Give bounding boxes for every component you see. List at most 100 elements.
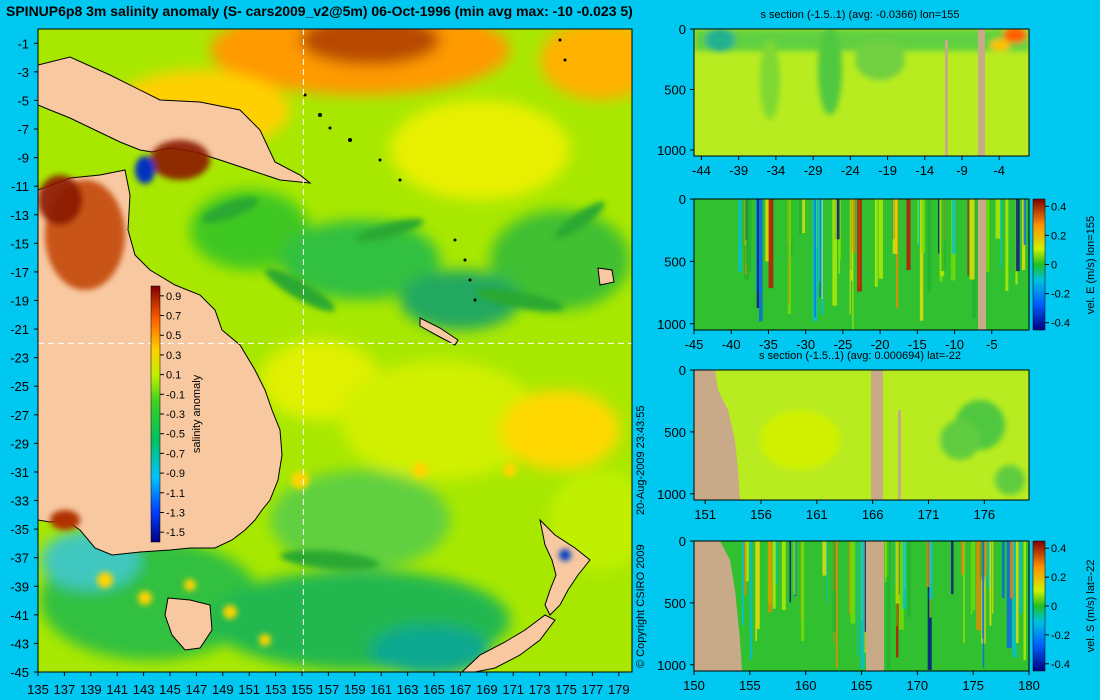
- section-x-tick-label: -10: [945, 337, 964, 352]
- section-x-tick-label: -29: [804, 163, 823, 178]
- map-y-tick-label: -5: [17, 93, 29, 108]
- map-y-tick-label: -25: [10, 379, 29, 394]
- velocity-streak: [741, 541, 745, 625]
- panel2-colorbar-label: vel. E (m/s) lon=155: [1085, 216, 1097, 314]
- salinity-colorbar-tick-label: 0.5: [166, 330, 181, 342]
- velocity-streak: [801, 541, 805, 641]
- tasmania: [164, 597, 213, 651]
- section-y-tick-label: 1000: [657, 487, 686, 502]
- velocity-streak: [941, 199, 946, 272]
- velocity-streak: [744, 199, 746, 246]
- velocity-streak: [1012, 541, 1017, 658]
- panel2-colorbar-ticks: 0.4 0.2 0 -0.2 -0.4: [1045, 201, 1070, 330]
- velocity-streak: [886, 541, 891, 670]
- section-x-tick-label: 166: [862, 507, 884, 522]
- green-filaments: [201, 197, 605, 570]
- velocity-streak: [967, 199, 969, 276]
- map-x-tick-label: 163: [397, 682, 419, 697]
- velocity-streak: [849, 199, 851, 315]
- velocity-streak: [926, 541, 932, 587]
- eddy-features: [97, 462, 517, 646]
- salinity-colorbar-tick-label: 0.7: [166, 311, 181, 323]
- section-y-tick-label: 1000: [657, 143, 686, 158]
- velocity-streak: [850, 541, 856, 624]
- velocity-colorbar-tick-label: -0.4: [1051, 318, 1070, 330]
- map-y-tick-label: -29: [10, 436, 29, 451]
- panel2-colorbar: [1032, 198, 1046, 331]
- velocity-streak: [929, 541, 933, 600]
- velocity-streak: [756, 541, 760, 630]
- velocity-streak: [802, 199, 806, 234]
- velocity-streak: [756, 199, 760, 309]
- velocity-streak: [895, 541, 900, 604]
- velocity-streak: [1010, 541, 1014, 599]
- salinity-colorbar-tick-label: -0.7: [166, 448, 185, 460]
- map-y-tick-label: -9: [17, 151, 29, 166]
- velocity-streak: [835, 541, 838, 668]
- velocity-streak: [787, 199, 792, 314]
- salinity-colorbar-tick-label: -0.3: [166, 409, 185, 421]
- section-x-tick-label: -34: [766, 163, 785, 178]
- velocity-streak: [744, 541, 749, 582]
- panel2-frame: [693, 198, 1030, 331]
- velocity-streak: [970, 541, 973, 615]
- map-x-tick-label: 145: [159, 682, 181, 697]
- panel1-frame: [693, 28, 1030, 157]
- velocity-streak: [917, 199, 920, 244]
- section-y-tick-label: 500: [664, 425, 686, 440]
- velocity-streak: [1023, 541, 1027, 661]
- velocity-streak: [972, 541, 976, 611]
- section-x-tick-label: -14: [915, 163, 934, 178]
- panel3-title: s section (-1.5..1) (avg: 0.000694) lat=…: [759, 350, 961, 362]
- section-x-tick-label: -35: [759, 337, 778, 352]
- velocity-streak: [852, 199, 854, 330]
- velocity-streak: [1001, 541, 1005, 599]
- velocity-colorbar-tick-label: 0.4: [1051, 201, 1066, 213]
- salinity-colorbar-tick-label: -1.1: [166, 488, 185, 500]
- section-x-tick-label: -40: [722, 337, 741, 352]
- map-y-axis: -1 -3 -5 -7 -9 -11 -13 -15 -17 -19 -21 -23 -25 -27 -29…: [10, 36, 38, 680]
- copyright: © Copyright CSIRO 2009: [635, 544, 647, 668]
- map-panel: [38, 29, 632, 672]
- velocity-streak: [989, 541, 992, 626]
- map-x-axis: 135 137 139 141 143 145 147 149 151 153 155 157 159 1…: [27, 672, 630, 697]
- map-x-tick-label: 167: [450, 682, 472, 697]
- section-x-tick-label: 155: [739, 678, 761, 693]
- map-x-tick-label: 165: [423, 682, 445, 697]
- velocity-streak: [772, 541, 776, 609]
- velocity-streak: [834, 199, 840, 240]
- section-x-tick-label: -9: [956, 163, 968, 178]
- section-y-tick-label: 500: [664, 254, 686, 269]
- panel2-y-axis: 0 500 1000: [657, 192, 694, 332]
- velocity-colorbar-tick-label: 0: [1051, 260, 1057, 272]
- land-hot-spots: [38, 140, 571, 561]
- salinity-colorbar-tick-label: -1.3: [166, 507, 185, 519]
- velocity-streak: [798, 199, 802, 235]
- velocity-streak: [749, 541, 753, 660]
- panel1-title: s section (-1.5..1) (avg: -0.0366) lon=1…: [760, 9, 959, 21]
- map-x-tick-label: 157: [318, 682, 340, 697]
- panel4-velocity-streaks: [741, 541, 1027, 670]
- velocity-colorbar-tick-label: 0.4: [1051, 543, 1066, 555]
- section-x-tick-label: -44: [692, 163, 711, 178]
- panel4-x-axis: 150 155 160 165 170 175 180: [683, 671, 1040, 693]
- velocity-streak: [850, 199, 853, 281]
- section-x-tick-label: -5: [986, 337, 998, 352]
- velocity-streak: [826, 541, 828, 604]
- map-x-tick-label: 173: [529, 682, 551, 697]
- velocity-streak: [755, 541, 757, 641]
- map-y-tick-label: -45: [10, 665, 29, 680]
- velocity-streak: [1015, 199, 1020, 272]
- velocity-streak: [818, 199, 821, 282]
- new-zealand-north: [539, 518, 591, 616]
- velocity-streak: [963, 541, 965, 644]
- velocity-streak: [961, 541, 965, 575]
- map-y-tick-label: -21: [10, 322, 29, 337]
- velocity-streak: [1023, 199, 1027, 245]
- section-y-tick-label: 500: [664, 82, 686, 97]
- map-x-tick-label: 147: [186, 682, 208, 697]
- new-guinea: [38, 56, 312, 184]
- map-x-tick-label: 179: [608, 682, 630, 697]
- velocity-streak: [976, 541, 981, 631]
